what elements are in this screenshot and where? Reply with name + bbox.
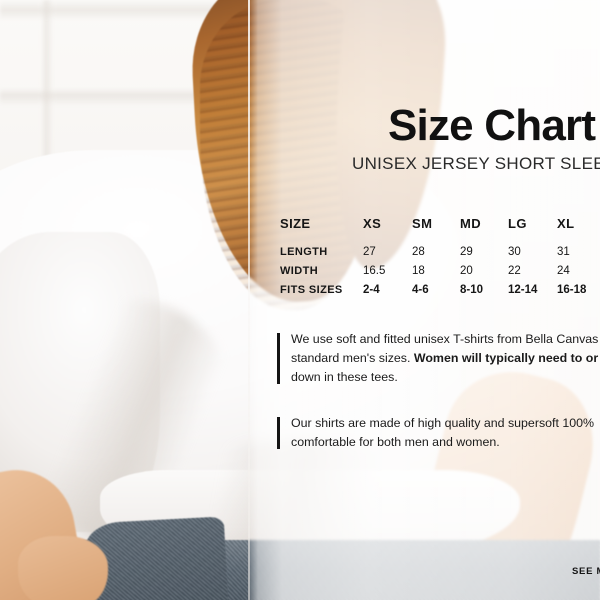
cell-fits-lg: 12-14: [508, 284, 538, 296]
cell-fits-sm: 4-6: [412, 284, 429, 296]
note1-line2-plain: standard men's sizes.: [291, 350, 414, 365]
cell-width-sm: 18: [412, 265, 425, 277]
table-header-lg: LG: [508, 216, 527, 231]
note1-line3: down in these tees.: [291, 369, 398, 384]
cell-width-md: 20: [460, 265, 473, 277]
info-panel-overlay: [248, 0, 600, 600]
cell-fits-md: 8-10: [460, 284, 484, 296]
cell-width-xl: 24: [557, 265, 570, 277]
table-header-sm: SM: [412, 216, 433, 231]
cell-length-lg: 30: [508, 246, 521, 258]
cell-length-sm: 28: [412, 246, 425, 258]
note2-line2: comfortable for both men and women.: [291, 434, 500, 449]
cell-length-xl: 31: [557, 246, 570, 258]
page-subtitle: UNISEX JERSEY SHORT SLEEVE T: [352, 154, 600, 173]
size-table: SIZE XS SM MD LG XL LENGTH 27 28 29 30 3…: [280, 216, 600, 303]
note2-line1: Our shirts are made of high quality and …: [291, 416, 595, 430]
see-more-label[interactable]: SEE M: [572, 566, 600, 577]
cell-width-lg: 22: [508, 265, 521, 277]
table-row: WIDTH 16.5 18 20 22 24: [280, 265, 600, 284]
cell-fits-xl: 16-18: [557, 284, 587, 296]
page-title: Size Chart: [388, 101, 596, 150]
table-header-size: SIZE: [280, 216, 311, 231]
note-block-fit: We use soft and fitted unisex T-shirts f…: [277, 330, 600, 387]
table-header-row: SIZE XS SM MD LG XL: [280, 216, 600, 246]
cell-length-xs: 27: [363, 246, 376, 258]
table-row: FITS SIZES 2-4 4-6 8-10 12-14 16-18: [280, 284, 600, 303]
model-hand: [18, 536, 108, 600]
note1-line2-bold: Women will typically need to or: [413, 350, 599, 365]
cell-fits-xs: 2-4: [363, 284, 380, 296]
table-row: LENGTH 27 28 29 30 31: [280, 246, 600, 265]
table-header-xs: XS: [363, 216, 382, 231]
cell-length-md: 29: [460, 246, 473, 258]
note-block-material: Our shirts are made of high quality and …: [277, 414, 600, 452]
note1-line1: We use soft and fitted unisex T-shirts f…: [291, 332, 599, 346]
table-header-md: MD: [460, 216, 482, 231]
row-label-fits-sizes: FITS SIZES: [280, 284, 343, 296]
row-label-length: LENGTH: [280, 246, 328, 258]
table-header-xl: XL: [557, 216, 575, 231]
cell-width-xs: 16.5: [363, 265, 386, 277]
note1-line2: standard men's sizes. Women will typical…: [291, 349, 600, 368]
row-label-width: WIDTH: [280, 265, 319, 277]
info-panel-left-edge: [248, 0, 250, 600]
